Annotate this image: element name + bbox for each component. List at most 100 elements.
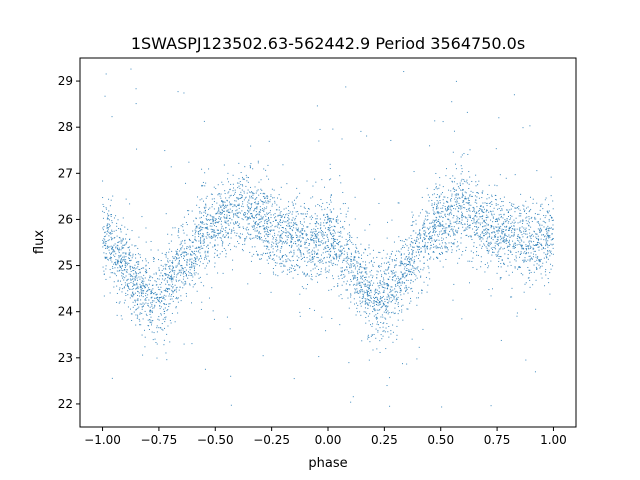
data-point: [491, 254, 493, 256]
data-point: [160, 297, 162, 299]
data-point: [526, 237, 528, 239]
data-point: [523, 241, 525, 243]
data-point: [479, 224, 481, 226]
data-point: [390, 286, 392, 288]
data-point: [258, 219, 260, 221]
data-point: [289, 233, 291, 235]
data-point: [242, 185, 244, 187]
data-point: [381, 297, 383, 299]
data-point: [266, 230, 268, 232]
data-point: [134, 245, 136, 247]
data-point: [351, 253, 352, 255]
data-point: [376, 270, 378, 272]
data-point: [161, 291, 163, 293]
data-point: [345, 216, 347, 218]
data-point: [102, 227, 104, 229]
data-point: [319, 241, 321, 243]
data-point: [516, 315, 518, 317]
data-point: [338, 256, 340, 258]
data-point: [433, 224, 435, 226]
data-point: [481, 247, 483, 249]
data-point: [390, 312, 392, 314]
data-point: [487, 228, 489, 230]
data-point: [411, 274, 413, 276]
data-point: [141, 289, 143, 291]
data-point: [238, 162, 240, 164]
data-point: [423, 233, 425, 235]
data-point: [252, 197, 254, 199]
data-point: [382, 335, 384, 337]
data-point: [452, 151, 454, 153]
data-point: [272, 271, 274, 273]
data-point: [110, 256, 112, 258]
data-point: [274, 226, 276, 228]
data-point: [246, 180, 248, 182]
data-point: [200, 221, 202, 223]
data-point: [208, 259, 210, 261]
data-point: [412, 246, 414, 248]
data-point: [386, 237, 388, 239]
data-point: [182, 282, 184, 284]
data-point: [350, 252, 352, 254]
data-point: [194, 274, 196, 276]
data-point: [363, 280, 365, 282]
data-point: [372, 249, 374, 251]
data-point: [116, 260, 118, 262]
data-point: [296, 264, 298, 266]
data-point: [511, 203, 513, 205]
data-point: [310, 236, 312, 238]
data-point: [281, 237, 283, 239]
data-point: [118, 257, 120, 259]
data-point: [454, 201, 456, 203]
data-point: [498, 260, 500, 262]
data-point: [259, 214, 261, 216]
data-point: [312, 256, 314, 258]
data-point: [326, 270, 328, 272]
data-point: [422, 269, 424, 271]
data-point: [170, 278, 172, 280]
data-point: [436, 205, 438, 207]
data-point: [175, 265, 177, 267]
data-point: [226, 316, 228, 318]
data-point: [288, 232, 290, 234]
data-point: [211, 193, 213, 195]
data-point: [502, 248, 504, 250]
data-point: [419, 212, 421, 214]
data-point: [268, 140, 270, 142]
data-point: [219, 218, 221, 220]
data-point: [259, 222, 261, 224]
data-point: [191, 274, 193, 276]
data-point: [408, 256, 410, 258]
data-point: [302, 233, 304, 235]
data-point: [448, 189, 450, 191]
data-point: [325, 241, 327, 243]
data-point: [388, 312, 390, 314]
data-point: [517, 268, 519, 270]
data-point: [123, 302, 125, 304]
data-point: [132, 276, 134, 278]
data-point: [518, 208, 520, 210]
data-point: [488, 202, 490, 204]
data-point: [483, 208, 485, 210]
data-point: [220, 230, 222, 232]
data-point: [103, 238, 105, 240]
data-point: [437, 203, 439, 205]
data-point: [537, 238, 539, 240]
data-point: [264, 240, 266, 242]
data-point: [219, 204, 221, 206]
data-point: [183, 272, 185, 274]
data-point: [223, 210, 225, 212]
data-point: [349, 239, 351, 241]
data-point: [297, 239, 299, 241]
data-point: [264, 193, 266, 195]
data-point: [320, 227, 322, 229]
data-point: [436, 257, 438, 259]
data-point: [208, 297, 210, 299]
data-point: [308, 249, 310, 251]
data-point: [139, 303, 141, 305]
data-point: [316, 236, 318, 238]
data-point: [449, 208, 451, 210]
data-point: [206, 223, 208, 225]
data-point: [170, 276, 172, 278]
data-point: [323, 258, 325, 260]
